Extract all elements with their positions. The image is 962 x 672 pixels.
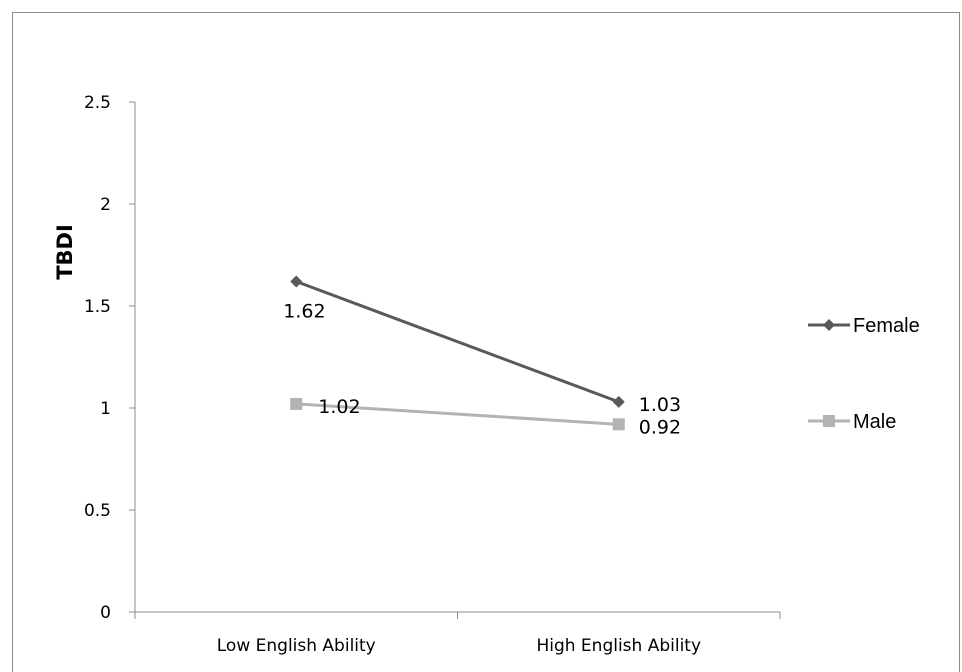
x-ticks: Low English Ability High English Ability [134,612,781,656]
x-tick-label: High English Ability [536,636,701,656]
data-label-male: 0.92 [639,416,681,438]
data-point-female [612,395,625,408]
legend: Female Male [808,315,920,433]
data-point-female [290,275,303,288]
legend-label-female: Female [853,315,920,337]
chart-frame [12,12,960,672]
series-line-female [295,280,620,404]
series-line-male [296,402,619,426]
y-tick-label: 1.5 [84,297,111,317]
legend-marker-male [823,415,835,427]
data-point-male [612,418,625,431]
x-tick-label: Low English Ability [217,636,376,656]
data-label-female: 1.62 [283,301,325,323]
y-axis-label: TBDI [53,224,77,280]
y-tick-label: 0 [100,603,111,623]
y-tick-label: 2.5 [84,93,111,113]
legend-marker-female [823,319,835,331]
series-group [290,275,625,431]
legend-label-male: Male [853,411,896,433]
y-tick-label: 0.5 [84,501,111,521]
data-labels: 1.62 1.03 1.02 0.92 [283,301,681,439]
axes [134,102,780,613]
data-point-male [290,397,303,410]
y-tick-label: 1 [100,399,111,419]
data-label-male: 1.02 [318,396,360,418]
y-ticks: 0 0.5 1 1.5 2 2.5 [84,93,135,623]
y-tick-label: 2 [100,195,111,215]
data-label-female: 1.03 [639,394,681,416]
